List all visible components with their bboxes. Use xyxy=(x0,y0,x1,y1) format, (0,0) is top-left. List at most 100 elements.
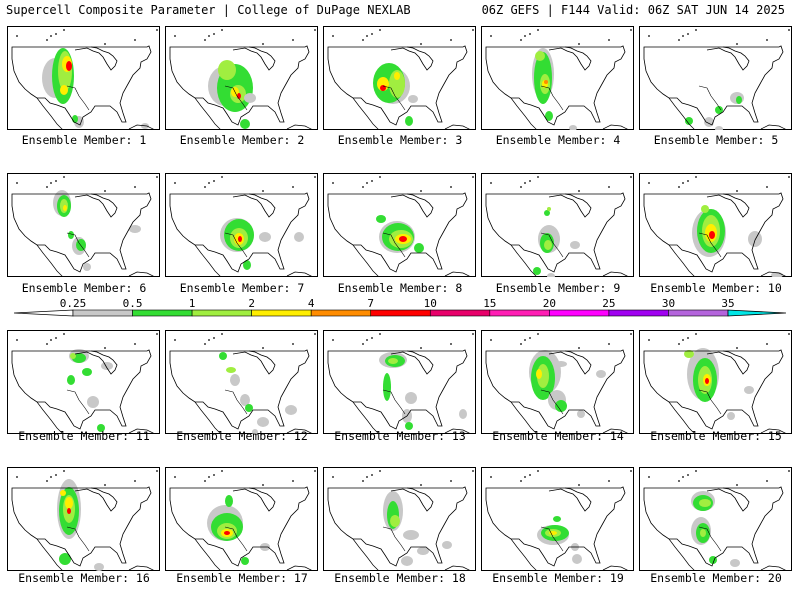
scp-contour-fill xyxy=(224,531,230,535)
us-coastline xyxy=(643,486,784,567)
colorbar-segment xyxy=(608,309,669,317)
map-svg xyxy=(481,26,634,130)
ensemble-map-panel xyxy=(323,173,476,277)
island-dot xyxy=(371,180,373,182)
scp-contour-fill xyxy=(547,273,555,277)
us-coastline xyxy=(169,45,310,126)
island-dot xyxy=(687,180,689,182)
island-dot xyxy=(529,337,531,339)
us-coastline xyxy=(327,45,468,126)
ensemble-member-label: Ensemble Member: 18 xyxy=(334,571,466,585)
island-dot xyxy=(362,480,364,482)
colorbar-segment xyxy=(72,309,133,317)
scp-contour-fill xyxy=(257,417,269,427)
island-dot xyxy=(314,333,316,335)
island-dot xyxy=(678,343,680,345)
island-dot xyxy=(490,476,492,478)
island-dot xyxy=(450,343,452,345)
map-frame xyxy=(481,173,634,277)
parameter-shading xyxy=(220,218,304,270)
island-dot xyxy=(262,484,264,486)
scp-contour-fill xyxy=(82,368,92,376)
us-coastline xyxy=(643,45,784,126)
cuba-outline xyxy=(760,565,788,571)
scp-contour-fill xyxy=(570,241,580,249)
island-dot xyxy=(174,35,176,37)
island-dot xyxy=(682,182,684,184)
scp-contour-fill xyxy=(66,61,72,71)
island-dot xyxy=(46,343,48,345)
mexico-coastline xyxy=(36,97,64,130)
scp-contour-fill xyxy=(252,429,258,434)
colorbar-segment xyxy=(549,309,610,317)
island-dot xyxy=(174,182,176,184)
island-dot xyxy=(630,333,632,335)
island-dot xyxy=(648,182,650,184)
scp-contour-fill xyxy=(72,115,78,123)
scp-contour-fill xyxy=(60,490,66,496)
ensemble-map-panel xyxy=(481,26,634,130)
colorbar: 0.25 0.5 1 2 4 7 10 15 20 25 30 35 xyxy=(0,297,800,321)
scp-contour-fill xyxy=(399,236,407,242)
island-dot xyxy=(472,176,474,178)
island-dot xyxy=(366,182,368,184)
scp-contour-fill xyxy=(59,553,71,565)
scp-contour-fill xyxy=(405,422,413,430)
texas-border xyxy=(698,526,722,552)
island-dot xyxy=(420,190,422,192)
island-dot xyxy=(208,476,210,478)
mexico-coastline xyxy=(510,97,538,130)
scp-contour-fill xyxy=(70,353,76,359)
ensemble-map-panel xyxy=(481,467,634,571)
map-svg xyxy=(639,26,792,130)
great-lakes-outline xyxy=(390,46,434,71)
us-coastline xyxy=(485,45,626,126)
mexico-coastline xyxy=(352,97,380,130)
island-dot xyxy=(292,343,294,345)
texas-border xyxy=(698,232,722,258)
texas-border xyxy=(224,85,248,111)
island-dot xyxy=(578,43,580,45)
parameter-shading xyxy=(53,190,141,271)
island-dot xyxy=(420,43,422,45)
island-dot xyxy=(156,29,158,31)
colorbar-tick-label: 1 xyxy=(189,297,196,310)
scp-contour-fill xyxy=(101,362,113,370)
texas-border xyxy=(224,232,248,258)
map-svg xyxy=(481,467,634,571)
island-dot xyxy=(379,29,381,31)
island-dot xyxy=(537,333,539,335)
island-dot xyxy=(608,39,610,41)
ensemble-member-label: Ensemble Member: 15 xyxy=(650,429,782,443)
ensemble-member-label: Ensemble Member: 8 xyxy=(337,281,463,295)
scp-contour-fill xyxy=(219,352,227,360)
colorbar-tick-label: 15 xyxy=(483,297,496,310)
mexico-coastline xyxy=(194,97,222,130)
island-dot xyxy=(520,39,522,41)
colorbar-high-arrow xyxy=(727,309,787,317)
scp-contour-fill xyxy=(715,106,723,114)
island-dot xyxy=(366,339,368,341)
ensemble-map-panel xyxy=(639,330,792,434)
island-dot xyxy=(208,182,210,184)
colorbar-tick-label: 35 xyxy=(721,297,734,310)
island-dot xyxy=(379,470,381,472)
map-frame xyxy=(7,173,160,277)
map-svg xyxy=(7,173,160,277)
island-dot xyxy=(362,39,364,41)
island-dot xyxy=(788,333,790,335)
colorbar-segment xyxy=(132,309,193,317)
cuba-outline xyxy=(128,428,156,434)
island-dot xyxy=(687,337,689,339)
mexico-coastline xyxy=(668,244,696,277)
ensemble-member-label: Ensemble Member: 10 xyxy=(650,281,782,295)
island-dot xyxy=(292,186,294,188)
island-dot xyxy=(578,484,580,486)
island-dot xyxy=(608,186,610,188)
us-coastline xyxy=(169,349,310,430)
parameter-shading xyxy=(219,352,297,434)
island-dot xyxy=(682,476,684,478)
cuba-outline xyxy=(128,271,156,277)
mexico-coastline xyxy=(510,401,538,434)
island-dot xyxy=(332,476,334,478)
